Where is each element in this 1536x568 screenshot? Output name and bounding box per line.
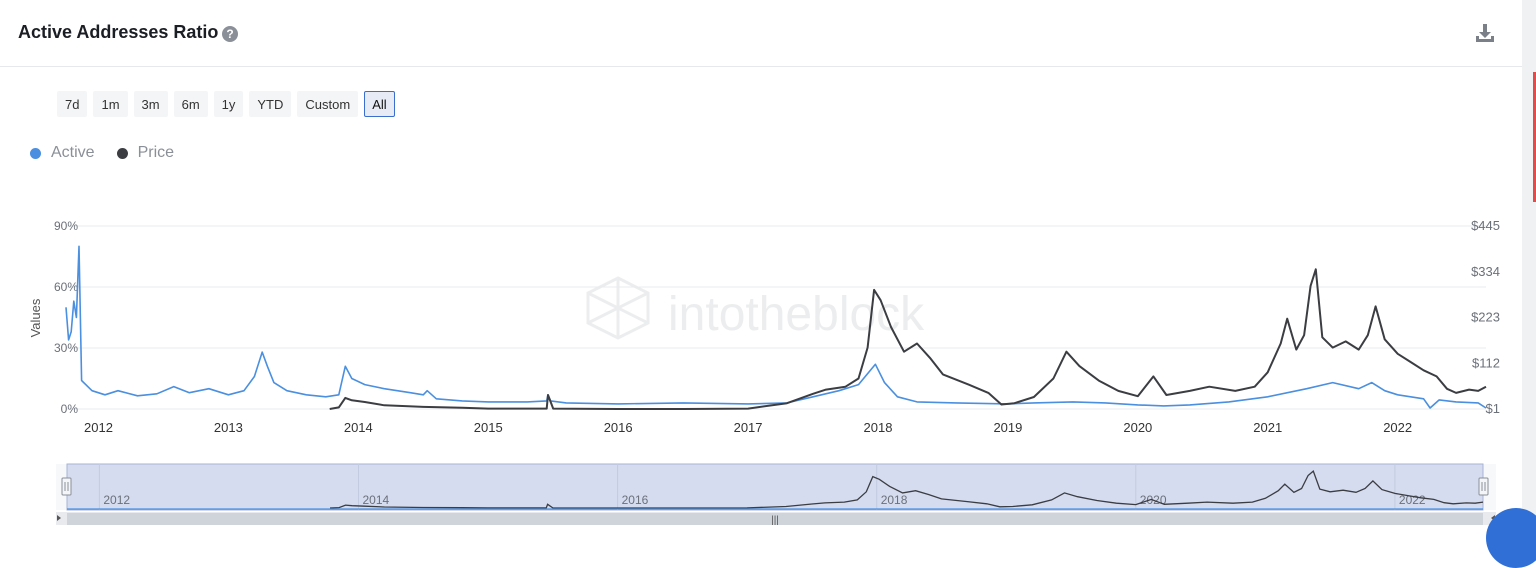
x-tick-label: 2020 <box>1123 420 1152 435</box>
navigator-handle-left[interactable] <box>61 477 72 496</box>
chart-legend: Active Price <box>30 144 174 162</box>
legend-label-active: Active <box>51 144 95 161</box>
legend-dot-active <box>30 147 41 159</box>
y-axis-right: $1 $112 $223 $334 $445 <box>1471 218 1500 416</box>
legend-item-active[interactable]: Active <box>30 144 95 162</box>
navigator-ticks: 2012 2014 2016 2018 2020 2022 <box>103 493 1426 507</box>
range-button-custom[interactable]: Custom <box>297 91 359 117</box>
legend-item-price[interactable]: Price <box>116 144 175 162</box>
y-right-tick-label: $445 <box>1471 218 1500 233</box>
navigator-tick-label: 2020 <box>1140 493 1167 507</box>
navigator-tick-label: 2012 <box>103 493 130 507</box>
card-header: Active Addresses Ratio ? <box>0 0 1522 67</box>
y-axis-left: 0% 30% 60% 90% <box>54 219 78 416</box>
x-tick-label: 2016 <box>604 420 633 435</box>
x-tick-label: 2012 <box>84 420 113 435</box>
range-button-ytd[interactable]: YTD <box>249 91 292 117</box>
y-right-tick-label: $223 <box>1471 310 1500 325</box>
range-button-1y[interactable]: 1y <box>213 91 244 117</box>
navigator: 2012 2014 2016 2018 2020 2022 ||| <box>56 463 1496 525</box>
x-tick-label: 2019 <box>993 420 1022 435</box>
time-range-selector: 7d 1m 3m 6m 1y YTD Custom All <box>57 91 395 119</box>
navigator-tick-label: 2014 <box>362 493 389 507</box>
navigator-track <box>56 464 1496 510</box>
watermark-text: intotheblock <box>668 288 925 341</box>
range-button-all[interactable]: All <box>364 91 395 117</box>
legend-label-price: Price <box>137 144 175 161</box>
help-icon[interactable]: ? <box>222 26 238 42</box>
navigator-price-line <box>329 469 1484 509</box>
scroll-left-arrow-icon <box>57 515 61 521</box>
y-left-tick-label: 60% <box>54 280 78 294</box>
x-tick-label: 2017 <box>734 420 763 435</box>
range-button-6m[interactable]: 6m <box>173 91 208 117</box>
x-tick-label: 2013 <box>214 420 243 435</box>
y-left-tick-label: 90% <box>54 219 78 233</box>
x-tick-label: 2022 <box>1383 420 1412 435</box>
line-chart: intotheblock 0%30%60%90% $1$112$223$334$… <box>28 218 1500 525</box>
series-line-price <box>329 268 1487 410</box>
x-tick-label: 2018 <box>864 420 893 435</box>
y-left-tick-label: 30% <box>54 341 78 355</box>
y-left-tick-label: 0% <box>61 402 79 416</box>
y-right-tick-label: $112 <box>1472 355 1500 370</box>
watermark-logo: intotheblock <box>586 276 925 341</box>
y-right-tick-label: $1 <box>1486 401 1500 416</box>
navigator-tick-label: 2022 <box>1399 493 1426 507</box>
range-button-3m[interactable]: 3m <box>133 91 168 117</box>
scrollbar-grip-icon: ||| <box>771 515 779 525</box>
x-axis: 2012 2013 2014 2015 2016 2017 2018 2019 2020 2021… <box>84 420 1412 435</box>
page-title: Active Addresses Ratio <box>18 22 219 42</box>
page-scrollbar[interactable] <box>1522 0 1536 525</box>
legend-dot-price <box>116 147 128 159</box>
chat-widget-button[interactable] <box>1486 508 1536 568</box>
navigator-selection <box>66 463 1484 511</box>
navigator-tick-label: 2018 <box>881 493 908 507</box>
navigator-scrollbar-track <box>56 512 1496 525</box>
navigator-grid <box>98 464 1396 510</box>
x-tick-label: 2015 <box>474 420 503 435</box>
navigator-scrollbar[interactable] <box>67 513 1483 525</box>
series-lines <box>65 245 1487 410</box>
y-right-tick-label: $334 <box>1471 264 1500 279</box>
x-tick-label: 2021 <box>1253 420 1282 435</box>
navigator-handle-right[interactable] <box>1478 477 1489 496</box>
navigator-tick-label: 2016 <box>622 493 649 507</box>
range-button-7d[interactable]: 7d <box>57 91 88 117</box>
chart-card: Active Addresses Ratio ? 7d 1m 3m 6m 1y YTD Cu… <box>0 0 1522 525</box>
series-line-active <box>65 245 1487 409</box>
x-tick-label: 2014 <box>344 420 373 435</box>
grid-lines <box>66 225 1486 410</box>
y-axis-label: Values <box>28 298 43 337</box>
range-button-1m[interactable]: 1m <box>93 91 128 117</box>
download-icon[interactable] <box>1474 22 1496 44</box>
